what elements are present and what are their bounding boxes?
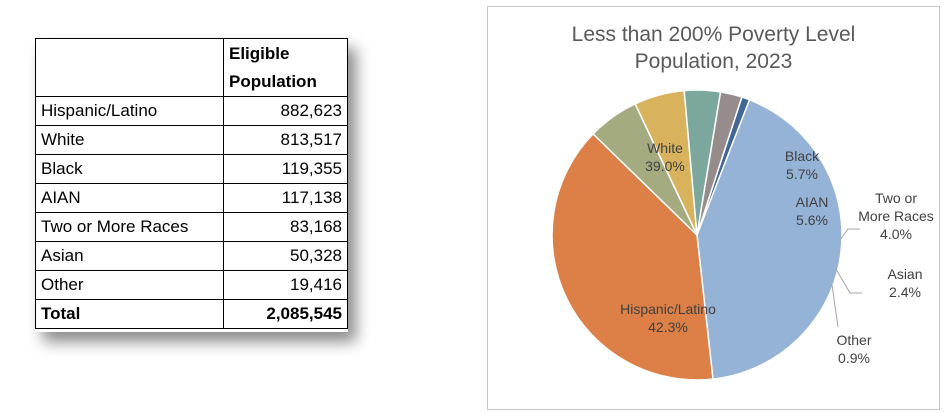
table-header-row: Eligible Population [35,38,348,97]
row-value: 882,623 [223,96,348,126]
table-header-empty [35,38,224,97]
label-two-or-more-races: Two or More Races 4.0% [858,190,933,242]
pie-chart-panel: Less than 200% Poverty Level Population,… [487,6,940,410]
row-label: Two or More Races [35,212,224,242]
table-row: White 813,517 [35,125,348,155]
table-header-eligible-population: Eligible Population [223,38,348,97]
pie-slice-white [551,132,714,381]
row-label: Hispanic/Latino [35,96,224,126]
table-total-row: Total 2,085,545 [35,299,348,329]
leader-asian [835,268,862,294]
table-row: Other 19,416 [35,270,348,300]
label-white: White 39.0% [645,140,685,174]
label-aian: AIAN 5.6% [796,194,829,228]
row-label: AIAN [35,183,224,213]
row-label: Asian [35,241,224,271]
pie-slice-asian [696,91,743,236]
table-row: Hispanic/Latino 882,623 [35,96,348,126]
table-body: Hispanic/Latino 882,623 White 813,517 Black 1… [35,96,348,300]
row-value: 83,168 [223,212,348,242]
header-line-1: Eligible [229,43,290,63]
row-value: 50,328 [223,241,348,271]
leader-two-or-more-races [839,228,860,241]
pie-slice-hispanic-latino [696,98,843,380]
label-asian: Asian 2.4% [887,266,922,300]
row-value: 117,138 [223,183,348,213]
table-row: Black 119,355 [35,154,348,184]
total-label: Total [35,299,224,329]
row-label: Black [35,154,224,184]
row-label: Other [35,270,224,300]
chart-title-line-2: Population, 2023 [634,50,793,73]
label-other: Other 0.9% [836,332,871,366]
population-table: Eligible Population Hispanic/Latino 882,6… [35,38,348,329]
table-row: Asian 50,328 [35,241,348,271]
pie-chart: White 39.0% Hispanic/Latino 42.3% Black 5.7% A… [551,89,934,381]
row-value: 119,355 [223,154,348,184]
header-line-2: Population [229,71,317,91]
population-table-card: Eligible Population Hispanic/Latino 882,6… [35,38,348,332]
chart-title-line-1: Less than 200% Poverty Level [571,23,856,46]
row-value: 19,416 [223,270,348,300]
label-hispanic-latino: Hispanic/Latino 42.3% [620,301,716,335]
label-black: Black 5.7% [785,148,820,182]
total-value: 2,085,545 [223,299,348,329]
chart-title: Less than 200% Poverty Level Population,… [488,21,939,75]
row-label: White [35,125,224,155]
table-row: AIAN 117,138 [35,183,348,213]
row-value: 813,517 [223,125,348,155]
leader-other [831,284,839,328]
table-row: Two or More Races 83,168 [35,212,348,242]
